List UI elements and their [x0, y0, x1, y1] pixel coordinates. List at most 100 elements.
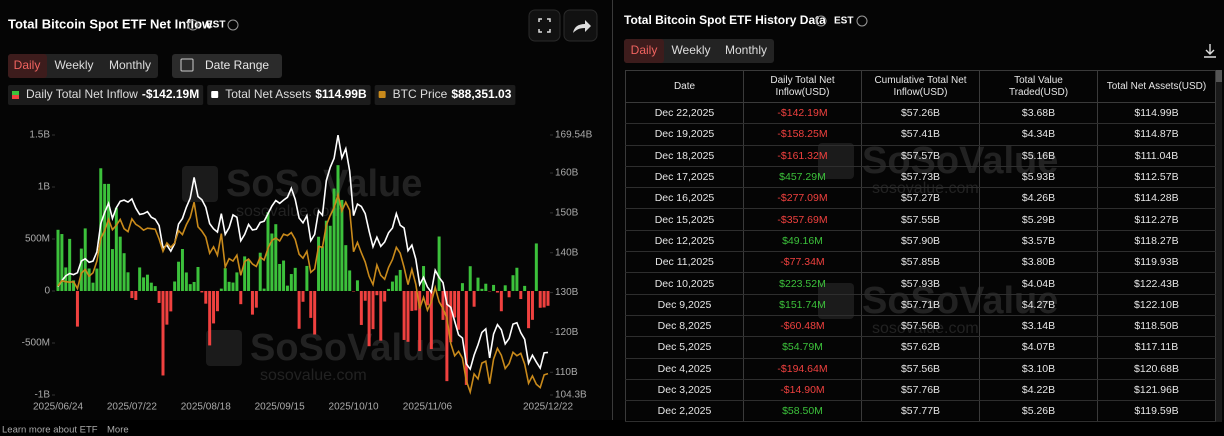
- tab[interactable]: Daily: [14, 58, 41, 72]
- bar: [68, 238, 72, 291]
- x-tick-label: 2025/06/24: [33, 402, 83, 413]
- column-header: Total Value Traded(USD): [979, 70, 1098, 103]
- bar: [534, 243, 538, 291]
- tab[interactable]: Monthly: [725, 43, 767, 57]
- footer-link[interactable]: More: [107, 425, 129, 436]
- bar: [219, 288, 223, 291]
- fullscreen-button[interactable]: [528, 9, 561, 42]
- table-cell: -$158.25M: [743, 123, 862, 146]
- table-cell: $4.27B: [979, 294, 1098, 316]
- table-cell: $3.68B: [979, 102, 1098, 125]
- bar: [87, 268, 91, 291]
- legend-value: $114.99B: [315, 87, 367, 101]
- table: Date Daily Total Net Inflow(USD) Cumulativ…: [625, 70, 1216, 422]
- legend-bg: [374, 85, 516, 105]
- table-cell: Dec 8,2025: [625, 315, 744, 338]
- bar: [212, 291, 216, 324]
- bar: [519, 291, 523, 300]
- bar: [515, 267, 519, 291]
- table-cell: $57.73B: [861, 166, 980, 189]
- table-cell: $3.80B: [979, 251, 1098, 274]
- bar: [75, 291, 79, 327]
- bar: [118, 236, 122, 291]
- table-cell: Dec 12,2025: [625, 230, 744, 253]
- table-cell: $4.26B: [979, 187, 1098, 210]
- table-cell: -$60.48M: [743, 315, 862, 338]
- bar: [324, 220, 328, 291]
- timezone: EST: [206, 20, 225, 31]
- header-row: Date Daily Total Net Inflow(USD) Cumulativ…: [625, 70, 1216, 103]
- table-cell: $57.76B: [861, 379, 980, 402]
- table-cell: $57.55B: [861, 208, 980, 231]
- y-tick-label: 500M: [25, 234, 50, 245]
- info-icon[interactable]: [856, 15, 868, 27]
- legend-bg: [8, 85, 204, 105]
- bar: [192, 281, 196, 291]
- table-cell: $57.93B: [861, 272, 980, 295]
- bar: [348, 270, 352, 291]
- bar: [250, 291, 254, 315]
- bar: [204, 291, 208, 304]
- table-cell: $57.90B: [861, 230, 980, 253]
- date-range-label[interactable]: Date Range: [205, 58, 269, 72]
- bar: [457, 291, 461, 330]
- info-icon[interactable]: [227, 19, 239, 31]
- bar: [523, 285, 527, 291]
- bar: [394, 275, 398, 291]
- table-cell: Dec 15,2025: [625, 208, 744, 231]
- tab[interactable]: Monthly: [109, 58, 151, 72]
- bar: [64, 267, 68, 291]
- bar: [103, 183, 107, 291]
- info-icon[interactable]: [815, 15, 827, 27]
- legend-label[interactable]: BTC Price: [393, 87, 448, 101]
- tab[interactable]: Weekly: [54, 58, 93, 72]
- y2-tick-label: 160B: [555, 168, 579, 179]
- y2-tick-label: 130B: [555, 287, 579, 298]
- legend-label[interactable]: Daily Total Net Inflow: [26, 87, 138, 101]
- legend-label[interactable]: Total Net Assets: [225, 87, 311, 101]
- bar: [499, 291, 503, 312]
- x-tick-label: 2025/12/22: [523, 402, 573, 413]
- bar: [157, 291, 161, 303]
- bar: [425, 291, 429, 306]
- bar: [297, 291, 301, 329]
- table-cell: $57.77B: [861, 400, 980, 422]
- table-cell: $114.28B: [1097, 187, 1216, 210]
- bar: [359, 291, 363, 325]
- bar: [165, 291, 169, 325]
- bar: [107, 183, 111, 291]
- table-cell: Dec 22,2025: [625, 102, 744, 125]
- scroll-thumb[interactable]: [1216, 70, 1222, 82]
- table-cell: -$277.09M: [743, 187, 862, 210]
- date-range-button[interactable]: [172, 54, 282, 78]
- bar: [142, 277, 146, 291]
- tab[interactable]: Daily: [631, 43, 658, 57]
- bar: [153, 286, 157, 291]
- bar: [278, 263, 282, 291]
- bar: [468, 266, 472, 291]
- share-icon: [573, 20, 591, 33]
- bar: [336, 165, 340, 291]
- y-tick-label: 1.5B: [29, 130, 50, 141]
- bar: [464, 291, 468, 385]
- footer-link[interactable]: Learn more about ETF: [2, 425, 98, 436]
- bar: [484, 283, 488, 291]
- table-cell: Dec 11,2025: [625, 251, 744, 274]
- download-icon[interactable]: [1204, 44, 1216, 58]
- info-icon[interactable]: [187, 19, 199, 31]
- bar: [180, 248, 184, 291]
- scrollbar[interactable]: [1216, 70, 1222, 422]
- bar: [363, 291, 367, 301]
- bar: [390, 281, 394, 291]
- table-cell: $117.11B: [1097, 336, 1216, 359]
- table-cell: $3.57B: [979, 230, 1098, 253]
- bar: [114, 207, 118, 291]
- tab[interactable]: Weekly: [671, 43, 710, 57]
- table-row: Dec 8,2025 -$60.48M $57.56B $3.14B $118.50B: [625, 315, 1216, 338]
- bar: [317, 236, 321, 291]
- table-row: Dec 19,2025 -$158.25M $57.41B $4.34B $114.87…: [625, 123, 1216, 146]
- bar: [460, 283, 464, 291]
- footer-bg: [0, 420, 1224, 436]
- left-title: Total Bitcoin Spot ETF Net Inflow: [8, 16, 213, 31]
- bar: [542, 291, 546, 308]
